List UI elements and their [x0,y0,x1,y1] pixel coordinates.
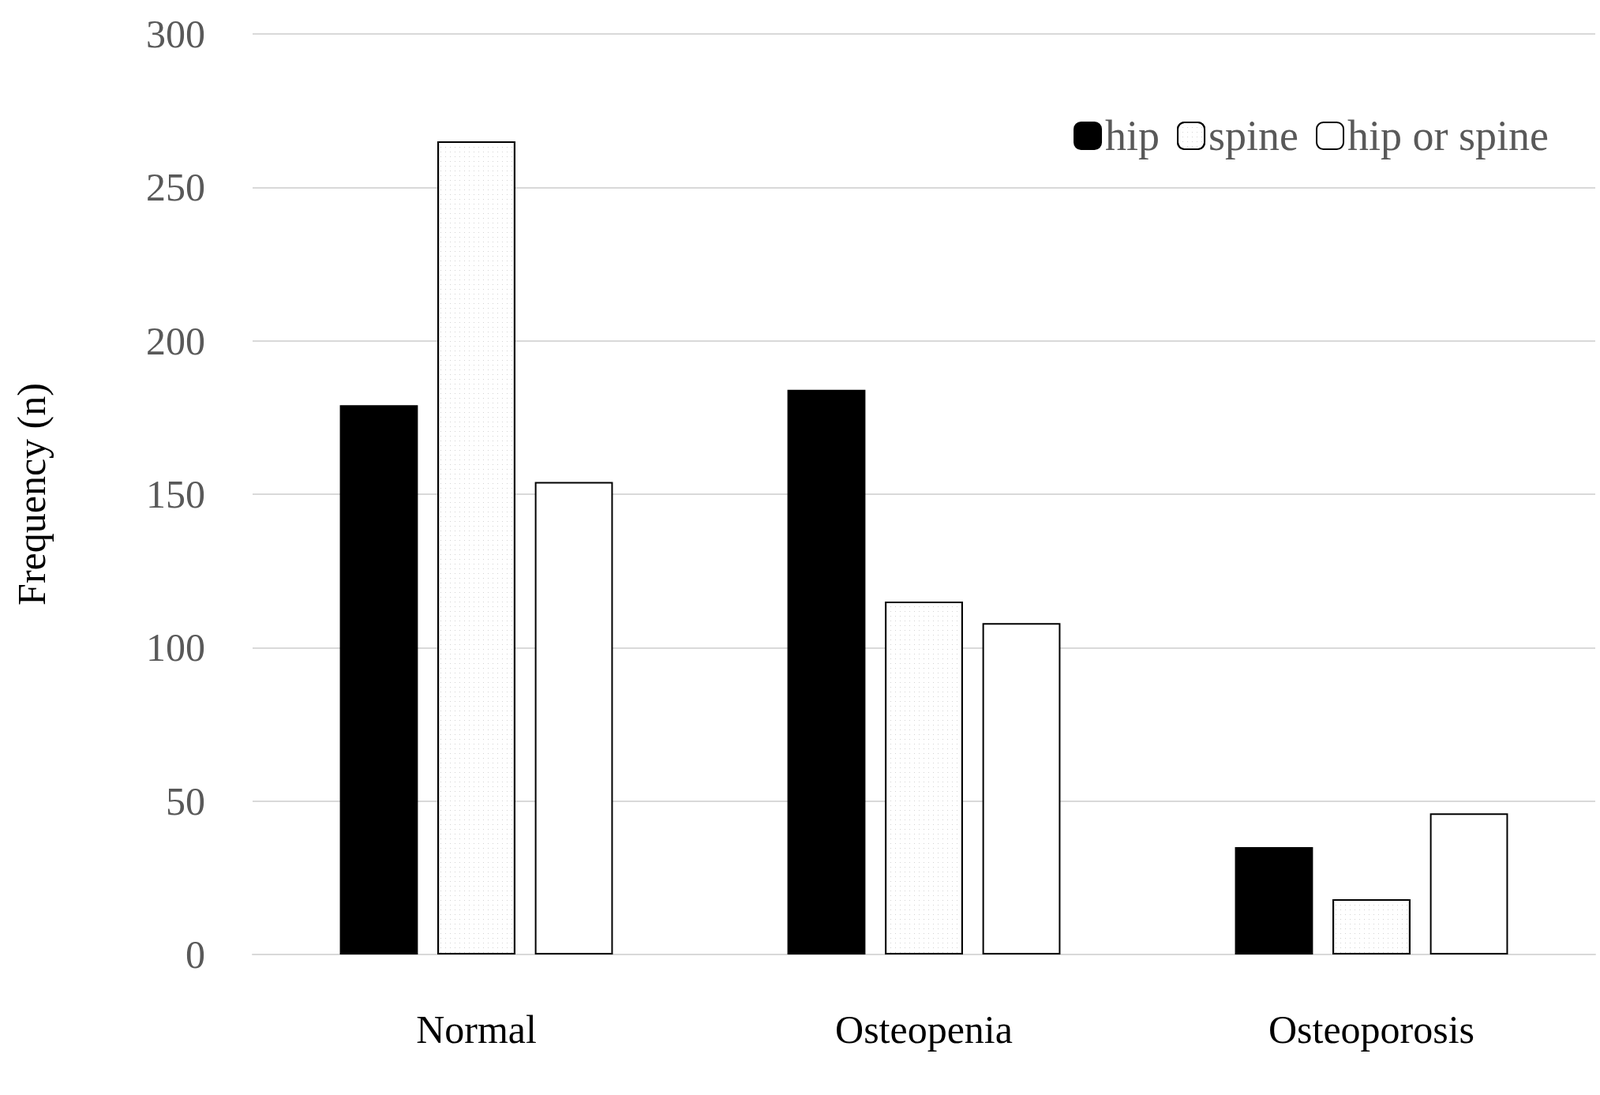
svg-text:150: 150 [146,472,206,517]
svg-text:100: 100 [146,625,206,670]
svg-text:hip or spine: hip or spine [1347,112,1549,160]
svg-text:0: 0 [185,932,206,977]
svg-text:Osteoporosis: Osteoporosis [1268,1007,1475,1052]
svg-text:Normal: Normal [415,1007,537,1052]
svg-text:200: 200 [146,318,206,364]
svg-text:250: 250 [146,164,206,210]
svg-text:Osteopenia: Osteopenia [835,1007,1013,1052]
svg-text:hip: hip [1105,112,1160,160]
svg-text:Frequency (n): Frequency (n) [9,382,54,606]
svg-text:300: 300 [146,11,206,57]
svg-text:spine: spine [1208,112,1299,160]
svg-text:50: 50 [165,779,206,824]
